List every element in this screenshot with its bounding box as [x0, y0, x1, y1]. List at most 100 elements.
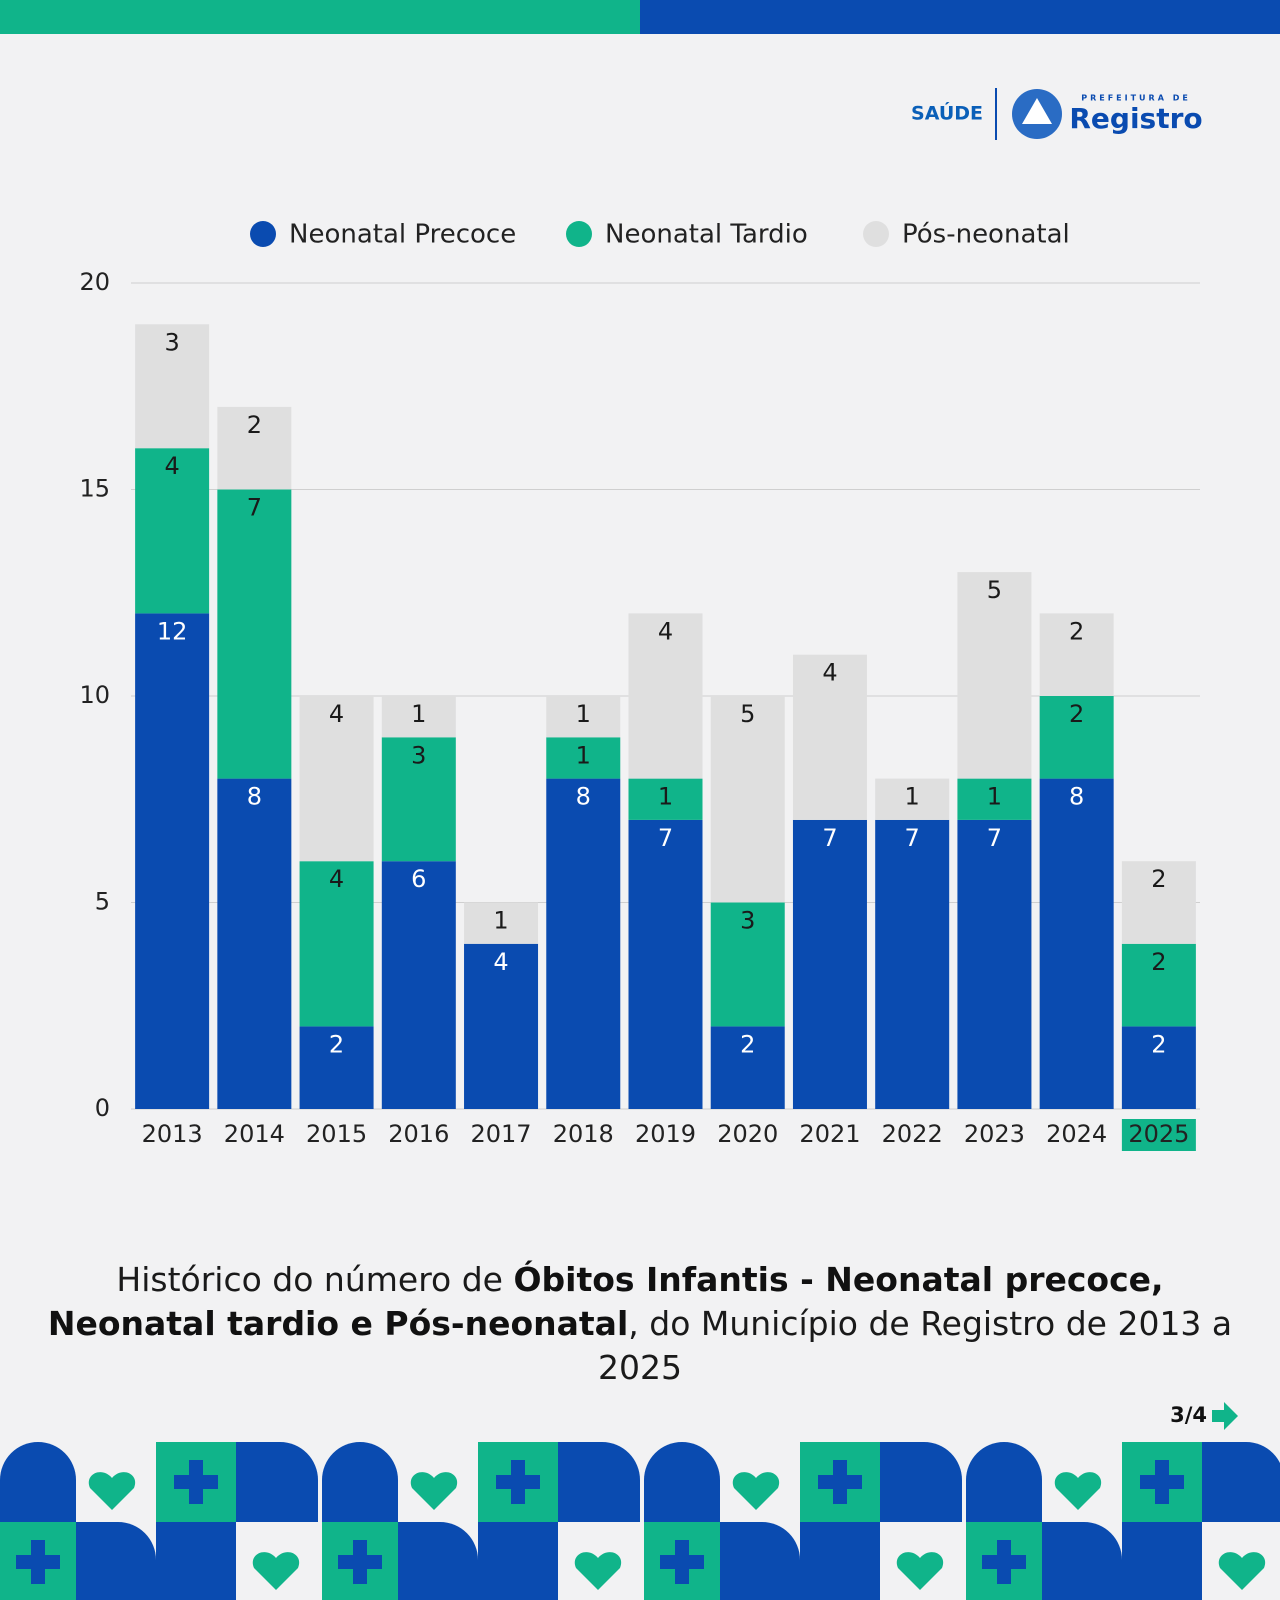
data-label: 8	[247, 783, 262, 811]
data-label: 1	[576, 700, 591, 728]
data-label: 12	[157, 617, 188, 645]
x-tick-label: 2025	[1128, 1120, 1189, 1148]
data-label: 1	[493, 907, 508, 935]
bar-segment	[957, 572, 1032, 779]
bar-segment	[299, 861, 374, 1027]
y-tick-label: 5	[95, 888, 110, 916]
x-tick-label: 2023	[964, 1120, 1025, 1148]
data-label: 8	[576, 783, 591, 811]
x-tick-label: 2016	[388, 1120, 449, 1148]
bar-segment	[628, 819, 703, 1109]
bar-segment	[546, 778, 621, 1109]
x-tick-label: 2014	[224, 1120, 285, 1148]
bar-segment	[1039, 778, 1114, 1109]
data-label: 2	[740, 1030, 755, 1058]
x-tick-label: 2018	[553, 1120, 614, 1148]
x-tick-label: 2013	[142, 1120, 203, 1148]
data-label: 3	[164, 328, 179, 356]
data-label: 2	[329, 1030, 344, 1058]
top-bar-green	[0, 0, 640, 34]
data-label: 4	[329, 700, 344, 728]
data-label: 1	[576, 741, 591, 769]
data-label: 2	[1151, 948, 1166, 976]
x-tick-label: 2021	[799, 1120, 860, 1148]
bar-segment	[381, 861, 456, 1109]
bar-segment	[628, 778, 703, 820]
bar-segment	[1121, 943, 1196, 1027]
bar-segment	[135, 324, 210, 449]
bar-segment	[217, 489, 292, 779]
brand-emblem-icon	[1022, 98, 1052, 124]
legend-marker	[566, 221, 592, 247]
data-label: 1	[987, 783, 1002, 811]
data-label: 4	[493, 948, 508, 976]
data-label: 4	[329, 865, 344, 893]
data-label: 1	[411, 700, 426, 728]
data-label: 4	[822, 659, 837, 687]
bar-segment	[875, 778, 950, 820]
y-tick-label: 20	[79, 268, 110, 296]
bar-segment	[135, 448, 210, 614]
legend-label: Pós-neonatal	[902, 220, 1070, 250]
data-label: 5	[987, 576, 1002, 604]
data-label: 7	[247, 494, 262, 522]
x-tick-label: 2019	[635, 1120, 696, 1148]
bar-segment	[546, 696, 621, 738]
bar-segment	[1039, 613, 1114, 696]
bar-segment	[464, 943, 539, 1109]
data-label: 3	[411, 741, 426, 769]
pager-arrow[interactable]	[1212, 1402, 1238, 1430]
data-label: 3	[740, 907, 755, 935]
bar-segment	[299, 696, 374, 862]
bar-segment	[299, 1026, 374, 1109]
bar-segment	[1039, 696, 1114, 779]
x-tick-label: 2017	[470, 1120, 531, 1148]
bar-segment	[957, 778, 1032, 820]
bar-segment	[875, 819, 950, 1109]
bar-segment	[792, 819, 867, 1109]
bar-segment	[135, 613, 210, 1109]
data-label: 7	[822, 824, 837, 852]
data-label: 2	[1069, 617, 1084, 645]
data-label: 7	[658, 824, 673, 852]
bar-segment	[381, 696, 456, 738]
data-label: 6	[411, 865, 426, 893]
caption-part: , do Município de Registro de 2013 a 202…	[598, 1304, 1233, 1387]
highlight-box	[1121, 1119, 1196, 1151]
data-label: 1	[905, 783, 920, 811]
bar-segment	[546, 737, 621, 779]
bar-segment	[1121, 1026, 1196, 1109]
legend-marker	[863, 221, 889, 247]
bar-segment	[1121, 861, 1196, 944]
bar-segment	[710, 902, 785, 1027]
data-label: 4	[164, 452, 179, 480]
x-tick-label: 2022	[882, 1120, 943, 1148]
pager: 3/4	[1170, 1403, 1207, 1427]
caption-part: Histórico do número de	[116, 1260, 514, 1299]
x-tick-label: 2015	[306, 1120, 367, 1148]
y-tick-label: 15	[79, 475, 110, 503]
data-label: 7	[987, 824, 1002, 852]
bar-segment	[710, 696, 785, 903]
data-label: 5	[740, 700, 755, 728]
data-label: 1	[658, 783, 673, 811]
brand-city: Registro	[1069, 102, 1202, 135]
y-tick-label: 10	[79, 681, 110, 709]
data-label: 2	[1151, 1030, 1166, 1058]
data-label: 2	[1151, 865, 1166, 893]
data-label: 8	[1069, 783, 1084, 811]
caption-part: Óbitos Infantis - Neonatal precoce, Neon…	[47, 1260, 1164, 1343]
x-tick-label: 2024	[1046, 1120, 1107, 1148]
top-bar-blue	[640, 0, 1280, 34]
bar-segment	[628, 613, 703, 779]
bar-segment	[381, 737, 456, 862]
bar-segment	[957, 819, 1032, 1109]
legend-label: Neonatal Tardio	[605, 220, 808, 250]
data-label: 2	[247, 411, 262, 439]
legend-label: Neonatal Precoce	[289, 220, 516, 250]
caption: Histórico do número de Óbitos Infantis -…	[40, 1258, 1240, 1390]
data-label: 4	[658, 617, 673, 645]
bar-segment	[792, 654, 867, 820]
data-label: 7	[905, 824, 920, 852]
